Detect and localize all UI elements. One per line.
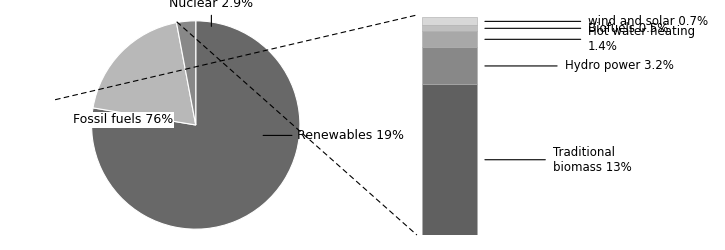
Text: Hydro power 3.2%: Hydro power 3.2% — [565, 60, 674, 72]
Bar — [422, 26, 477, 31]
Text: Biofuels 0.5%: Biofuels 0.5% — [588, 22, 668, 35]
Text: Fossil fuels 76%: Fossil fuels 76% — [72, 113, 173, 126]
Bar — [422, 48, 477, 84]
Wedge shape — [176, 21, 196, 125]
Bar — [422, 84, 477, 235]
Text: Hot water heating
1.4%: Hot water heating 1.4% — [588, 25, 695, 53]
Text: wind and solar 0.7%: wind and solar 0.7% — [588, 15, 708, 28]
Bar — [422, 17, 477, 25]
Text: Traditional
biomass 13%: Traditional biomass 13% — [552, 146, 631, 174]
Wedge shape — [93, 23, 196, 125]
Text: Renewables 19%: Renewables 19% — [297, 129, 404, 142]
Wedge shape — [91, 21, 300, 229]
Text: Nuclear 2.9%: Nuclear 2.9% — [170, 0, 254, 10]
Bar — [422, 31, 477, 48]
